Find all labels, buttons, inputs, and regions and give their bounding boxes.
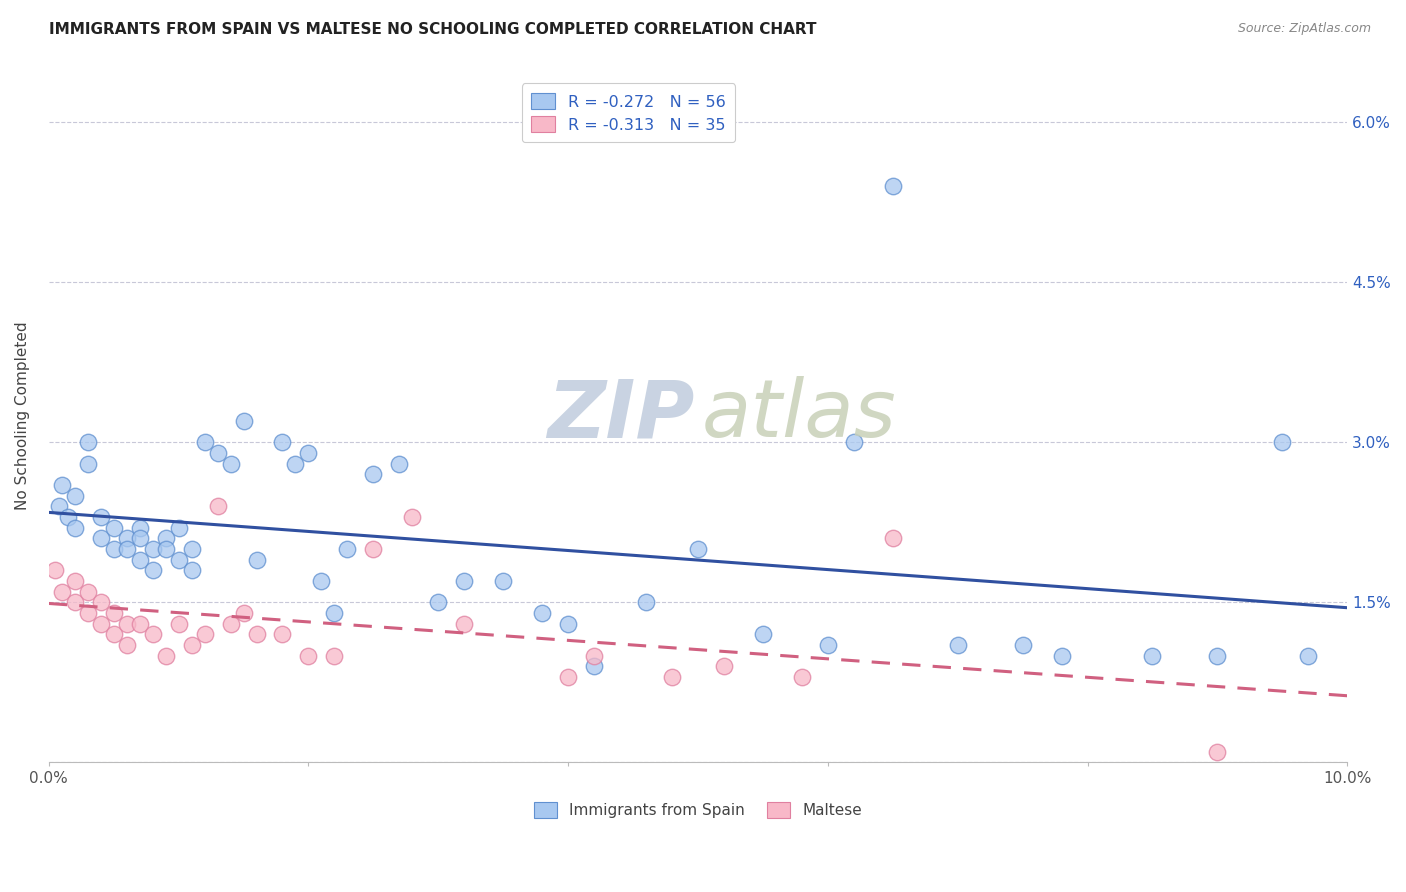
Text: Source: ZipAtlas.com: Source: ZipAtlas.com xyxy=(1237,22,1371,36)
Point xyxy=(713,659,735,673)
Point xyxy=(115,541,138,556)
Point xyxy=(297,648,319,663)
Point xyxy=(752,627,775,641)
Point xyxy=(128,616,150,631)
Point xyxy=(207,446,229,460)
Point xyxy=(142,627,165,641)
Text: atlas: atlas xyxy=(702,376,897,455)
Point xyxy=(531,606,554,620)
Point xyxy=(155,541,177,556)
Point xyxy=(180,638,202,652)
Point xyxy=(90,509,112,524)
Point xyxy=(686,541,709,556)
Legend: Immigrants from Spain, Maltese: Immigrants from Spain, Maltese xyxy=(527,796,869,824)
Point xyxy=(76,584,98,599)
Point xyxy=(388,457,411,471)
Point xyxy=(180,541,202,556)
Point xyxy=(557,670,579,684)
Point xyxy=(76,435,98,450)
Point xyxy=(1298,648,1320,663)
Point xyxy=(51,584,73,599)
Point xyxy=(323,606,346,620)
Point xyxy=(492,574,515,588)
Point xyxy=(245,627,267,641)
Point xyxy=(48,500,70,514)
Point xyxy=(583,648,606,663)
Point xyxy=(453,574,475,588)
Point xyxy=(882,178,904,193)
Point xyxy=(323,648,346,663)
Point xyxy=(128,520,150,534)
Point xyxy=(557,616,579,631)
Point xyxy=(142,541,165,556)
Point xyxy=(232,606,254,620)
Point xyxy=(167,520,190,534)
Point xyxy=(128,552,150,566)
Point xyxy=(1271,435,1294,450)
Point xyxy=(155,648,177,663)
Point xyxy=(193,435,215,450)
Text: IMMIGRANTS FROM SPAIN VS MALTESE NO SCHOOLING COMPLETED CORRELATION CHART: IMMIGRANTS FROM SPAIN VS MALTESE NO SCHO… xyxy=(49,22,817,37)
Point xyxy=(232,414,254,428)
Point xyxy=(76,606,98,620)
Point xyxy=(427,595,450,609)
Point xyxy=(63,489,86,503)
Point xyxy=(115,638,138,652)
Point xyxy=(817,638,839,652)
Point xyxy=(180,563,202,577)
Point xyxy=(155,531,177,545)
Point xyxy=(1011,638,1033,652)
Point xyxy=(363,541,385,556)
Point xyxy=(401,509,423,524)
Point xyxy=(167,616,190,631)
Point xyxy=(142,563,165,577)
Point xyxy=(1206,648,1229,663)
Point xyxy=(297,446,319,460)
Point xyxy=(1050,648,1073,663)
Point xyxy=(363,467,385,482)
Point xyxy=(63,520,86,534)
Point xyxy=(115,616,138,631)
Point xyxy=(790,670,813,684)
Point xyxy=(103,627,125,641)
Point xyxy=(245,552,267,566)
Point xyxy=(44,563,66,577)
Point xyxy=(103,606,125,620)
Point xyxy=(453,616,475,631)
Point xyxy=(946,638,969,652)
Point xyxy=(636,595,658,609)
Point xyxy=(63,574,86,588)
Point xyxy=(90,616,112,631)
Point xyxy=(284,457,307,471)
Point xyxy=(583,659,606,673)
Point xyxy=(51,478,73,492)
Point xyxy=(128,531,150,545)
Y-axis label: No Schooling Completed: No Schooling Completed xyxy=(15,321,30,510)
Point xyxy=(1142,648,1164,663)
Point xyxy=(76,457,98,471)
Point xyxy=(103,520,125,534)
Point xyxy=(90,595,112,609)
Point xyxy=(207,500,229,514)
Point xyxy=(193,627,215,641)
Point xyxy=(271,435,294,450)
Point xyxy=(271,627,294,641)
Point xyxy=(103,541,125,556)
Point xyxy=(219,616,242,631)
Point xyxy=(311,574,333,588)
Point xyxy=(336,541,359,556)
Point xyxy=(63,595,86,609)
Text: ZIP: ZIP xyxy=(547,376,695,455)
Point xyxy=(1206,745,1229,759)
Point xyxy=(842,435,865,450)
Point xyxy=(167,552,190,566)
Point xyxy=(90,531,112,545)
Point xyxy=(58,509,80,524)
Point xyxy=(115,531,138,545)
Point xyxy=(882,531,904,545)
Point xyxy=(219,457,242,471)
Point xyxy=(661,670,683,684)
